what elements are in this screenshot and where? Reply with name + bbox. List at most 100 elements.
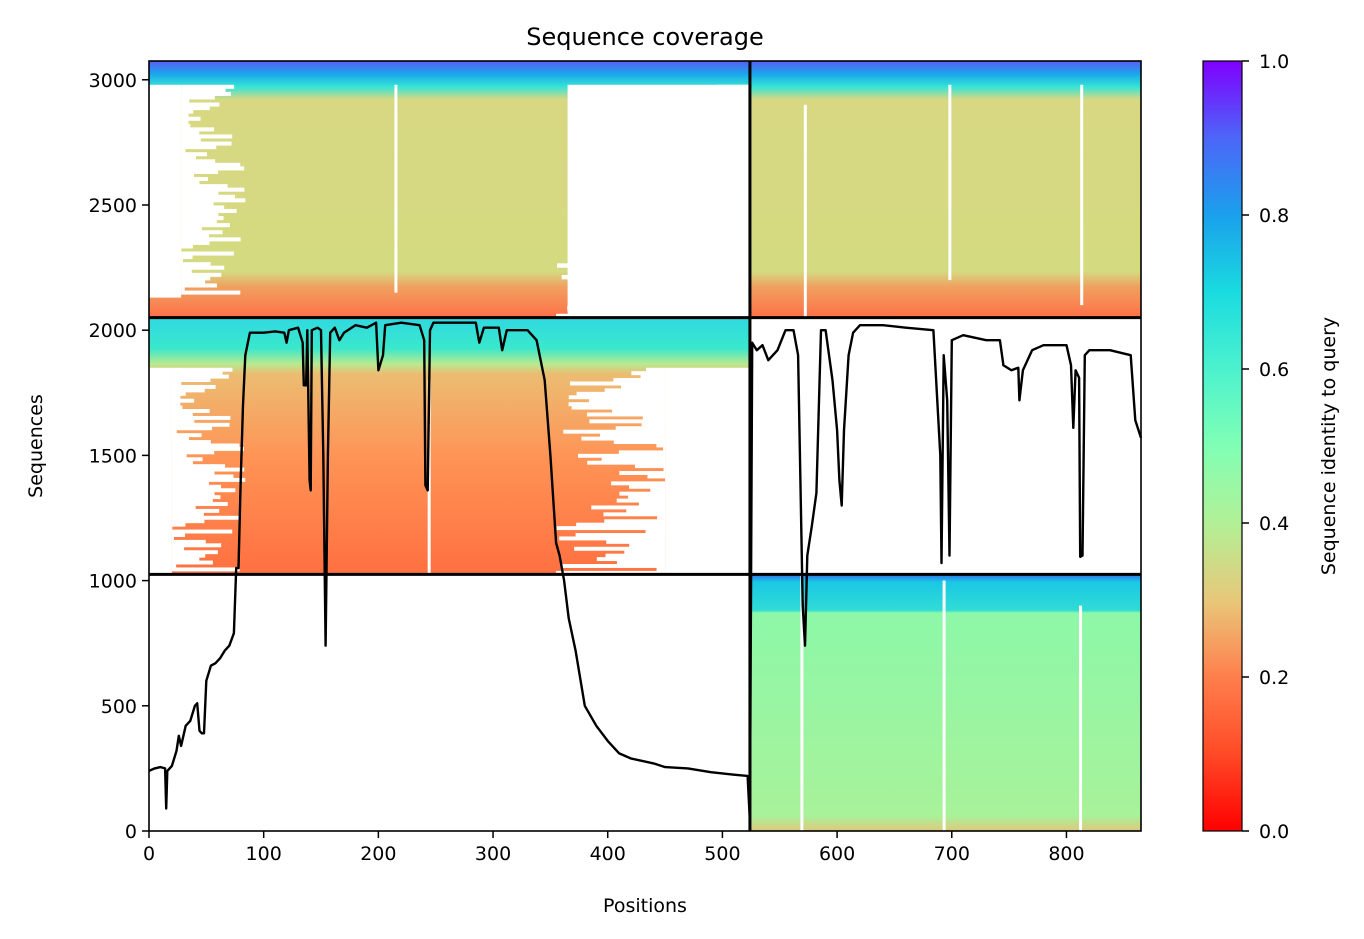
coverage-gap <box>181 130 200 135</box>
coverage-gap <box>181 148 186 153</box>
coverage-gap <box>181 84 235 89</box>
coverage-gap <box>181 116 201 121</box>
coverage-gap <box>181 233 209 238</box>
coverage-gap <box>665 367 750 575</box>
coverage-gap <box>611 481 666 486</box>
colorbar-tick-label: 0.0 <box>1259 821 1289 843</box>
coverage-gap <box>181 262 211 267</box>
coverage-gap <box>646 367 666 372</box>
coverage-gap <box>171 567 240 572</box>
coverage-gap <box>181 187 245 192</box>
coverage-gap <box>427 380 431 575</box>
coverage-gap <box>589 398 666 403</box>
plot-frame <box>148 60 1142 832</box>
coverage-gap <box>171 515 240 520</box>
coverage-gap <box>181 138 201 143</box>
coverage-gap <box>663 446 666 451</box>
coverage-gap <box>642 415 666 420</box>
coverage-gap <box>181 244 193 249</box>
coverage-gap <box>171 488 236 493</box>
coverage-gap <box>181 219 217 224</box>
coverage-gap <box>171 533 186 537</box>
coverage-gap <box>589 419 666 424</box>
coverage-gap <box>181 255 193 260</box>
coverage-gap <box>181 134 233 139</box>
coverage-gap <box>171 405 183 410</box>
colorbar-tick-label: 1.0 <box>1259 51 1289 73</box>
coverage-gap <box>634 464 666 469</box>
coverage-gap <box>171 522 186 527</box>
coverage-gap <box>171 422 230 427</box>
coverage-gap <box>619 491 666 496</box>
coverage-gap <box>171 384 216 389</box>
coverage-gap <box>149 367 172 575</box>
coverage-gap <box>616 498 666 503</box>
coverage-gap <box>181 120 189 125</box>
coverage-gap <box>171 467 245 472</box>
x-tick-label: 300 <box>475 843 511 865</box>
coverage-gap <box>559 536 666 541</box>
colorbar-tick-label: 0.6 <box>1259 359 1289 381</box>
coverage-gap <box>629 543 666 548</box>
y-tick-label: 2500 <box>89 195 137 217</box>
y-tick-label: 2000 <box>89 320 137 342</box>
coverage-gap <box>181 91 231 96</box>
coverage-line <box>148 321 1143 823</box>
coverage-gap <box>171 388 205 393</box>
x-axis-label: Positions <box>603 895 687 917</box>
coverage-gap <box>638 502 666 506</box>
coverage-gap <box>171 378 211 383</box>
coverage-gap <box>181 223 230 228</box>
coverage-gap <box>181 152 208 157</box>
coverage-gap <box>620 384 666 389</box>
coverage-gap <box>171 415 231 420</box>
coverage-gap <box>171 395 181 400</box>
coverage-gap <box>181 269 192 274</box>
coverage-gap <box>942 580 946 831</box>
coverage-gap <box>181 279 206 284</box>
colorbar-tick-label: 0.8 <box>1259 205 1289 227</box>
coverage-gap <box>181 102 220 107</box>
coverage-gap <box>181 198 246 203</box>
coverage-gap <box>663 467 666 472</box>
coverage-gap <box>181 88 226 93</box>
coverage-gap <box>181 272 222 277</box>
coverage-gap <box>631 371 666 376</box>
coverage-gap <box>650 488 666 493</box>
coverage-gap <box>181 205 225 210</box>
coverage-gap <box>171 453 187 458</box>
coverage-gap <box>181 95 215 100</box>
coverage-block <box>749 61 1141 318</box>
coverage-gap <box>577 453 666 458</box>
coverage-gap <box>181 145 217 150</box>
coverage-gap <box>171 557 200 562</box>
coverage-gap <box>171 481 209 486</box>
coverage-gap <box>181 201 214 206</box>
coverage-gap <box>181 166 245 171</box>
x-tick-label: 0 <box>143 843 155 865</box>
coverage-gap <box>181 208 237 213</box>
coverage-gap <box>605 553 666 558</box>
coverage-gap <box>568 402 666 407</box>
y-axis-label: Sequences <box>25 394 47 498</box>
coverage-gap <box>600 433 666 438</box>
coverage-gap <box>171 367 233 372</box>
chart-title: Sequence coverage <box>526 23 763 51</box>
coverage-gap <box>612 409 666 414</box>
coverage-gap <box>171 381 182 386</box>
coverage-gap <box>171 391 186 396</box>
coverage-gap <box>606 539 666 544</box>
coverage-gap <box>1079 605 1083 831</box>
coverage-gap <box>567 84 750 318</box>
coverage-gap <box>586 412 666 417</box>
y-tick-label: 500 <box>101 696 137 718</box>
coverage-gap <box>628 495 666 500</box>
coverage-gap <box>181 191 219 196</box>
coverage-gap <box>171 433 202 438</box>
x-tick-label: 700 <box>934 843 970 865</box>
coverage-gap <box>657 515 666 520</box>
coverage-gap <box>171 505 196 510</box>
coverage-gap <box>171 464 226 469</box>
coverage-gap <box>613 378 666 383</box>
coverage-gap <box>591 505 666 510</box>
